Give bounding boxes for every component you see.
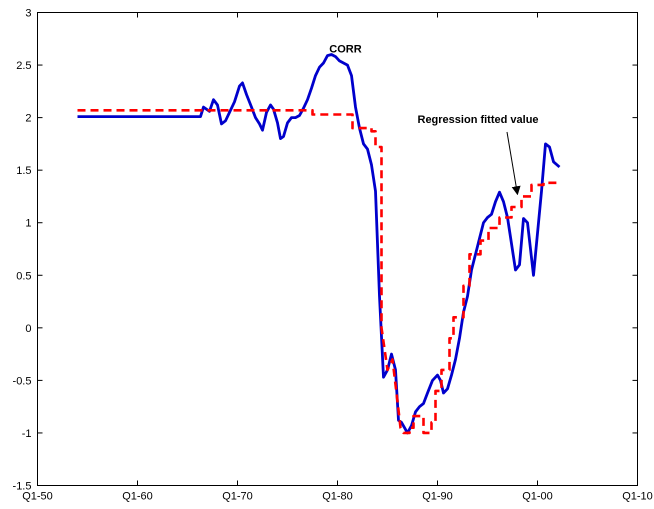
y-tick-label: 0 [25,323,31,335]
y-tick-label: 2 [25,113,31,125]
y-tick-label: 1 [25,218,31,230]
x-tick-label: Q1-90 [422,491,453,503]
x-tick-label: Q1-60 [122,491,153,503]
y-tick-label: 0.5 [16,270,31,282]
annotations: CORR Regression fitted value [329,43,539,196]
y-tick-label: -0.5 [13,375,32,387]
x-tick-label: Q1-10 [622,491,653,503]
x-tick-label: Q1-50 [22,491,53,503]
x-tick-label: Q1-80 [322,491,353,503]
y-tick-label: 1.5 [16,165,31,177]
series-group [77,53,561,435]
annotation-arrow [506,131,521,196]
annotation-regression-label: Regression fitted value [418,114,539,126]
series-line-corr [77,53,561,435]
y-tick-label: 3 [25,8,31,20]
axis-ticks: Q1-50 Q1-60 Q1-70 Q1-80 Q1-90 Q1-00 Q1-10 -1.5 -… [13,8,653,503]
y-tick-label: 2.5 [16,60,31,72]
y-tick-label: -1.5 [13,481,32,493]
series-line-regression-fitted [77,109,560,435]
plot-frame [37,12,638,486]
y-tick-label: -1 [22,428,32,440]
x-tick-label: Q1-70 [222,491,253,503]
x-tick-label: Q1-00 [522,491,553,503]
annotation-corr-label: CORR [329,43,361,55]
